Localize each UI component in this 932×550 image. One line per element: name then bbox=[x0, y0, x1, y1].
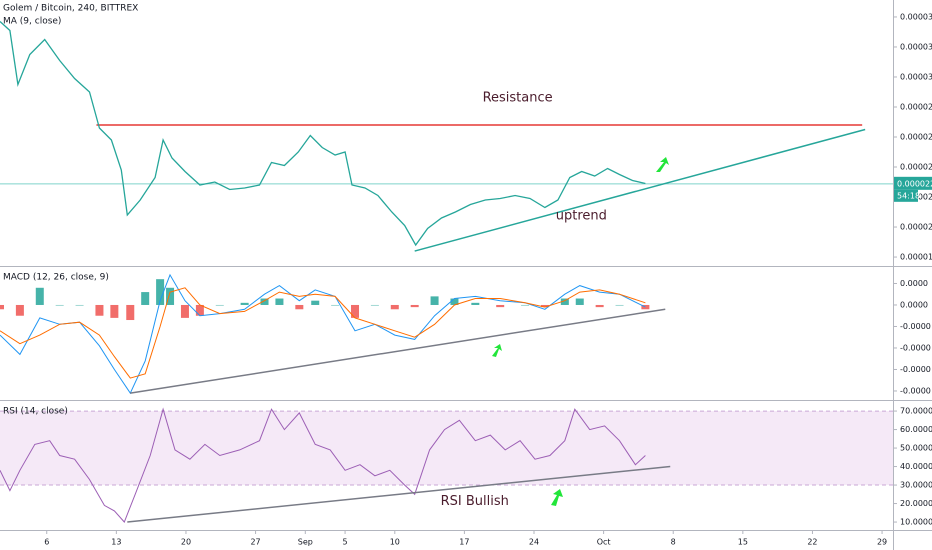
histogram-bar bbox=[331, 304, 340, 306]
y-tick-label: -0.0000 bbox=[900, 322, 931, 331]
y-tick-label: 10.0000 bbox=[900, 518, 932, 527]
x-tick-label: 29 bbox=[877, 538, 887, 547]
histogram-bar bbox=[521, 304, 530, 306]
histogram-bar bbox=[311, 300, 320, 305]
histogram-bar bbox=[180, 304, 189, 318]
histogram-bar bbox=[0, 304, 4, 310]
x-tick-label: 17 bbox=[459, 538, 469, 547]
x-tick-label: 10 bbox=[390, 538, 400, 547]
histogram-bar bbox=[295, 304, 304, 310]
macd-line bbox=[0, 273, 646, 395]
x-tick-label: 22 bbox=[807, 538, 817, 547]
histogram-bar bbox=[260, 298, 269, 305]
annotation-label: RSI Bullish bbox=[441, 494, 509, 509]
histogram-bar bbox=[471, 302, 480, 305]
histogram-bar bbox=[595, 304, 604, 308]
pane-title: MACD (12, 26, close, 9) bbox=[3, 273, 109, 283]
trend-line bbox=[414, 128, 866, 252]
y-tick-label: -0.0000 bbox=[900, 386, 931, 395]
y-tick-label: 30.0000 bbox=[900, 481, 932, 490]
histogram-bar bbox=[110, 304, 119, 318]
last-price-label: 0.00002288 bbox=[897, 179, 932, 188]
y-tick-label: 70.0000 bbox=[900, 407, 932, 416]
x-tick-label: 20 bbox=[181, 538, 191, 547]
histogram-bar bbox=[430, 296, 439, 305]
trend-line bbox=[130, 308, 666, 394]
price-line bbox=[0, 21, 646, 247]
histogram-bar bbox=[450, 298, 459, 305]
x-tick-label: 5 bbox=[343, 538, 348, 547]
histogram-bar bbox=[95, 304, 104, 316]
y-tick-label: 0.00003000 bbox=[900, 72, 932, 81]
annotation-label: uptrend bbox=[556, 209, 607, 224]
chart-title: Golem / Bitcoin, 240, BITTREX bbox=[3, 4, 138, 14]
x-tick-label: Sep bbox=[298, 538, 313, 547]
countdown-box bbox=[894, 189, 918, 202]
arrow-icon bbox=[656, 157, 669, 172]
trend-line bbox=[127, 465, 671, 523]
histogram-bar bbox=[15, 304, 24, 316]
histogram-bar bbox=[370, 304, 379, 306]
histogram-bar bbox=[575, 298, 584, 305]
y-tick-label: 0.00002000 bbox=[900, 223, 932, 232]
histogram-bar bbox=[195, 304, 204, 316]
y-tick-label: 20.0000 bbox=[900, 499, 932, 508]
x-tick-label: Oct bbox=[597, 538, 611, 547]
y-tick-label: 60.0000 bbox=[900, 425, 932, 434]
y-tick-label: 0.00002600 bbox=[900, 133, 932, 142]
histogram-bar bbox=[166, 287, 175, 305]
rsi-line bbox=[0, 407, 646, 523]
histogram-bar bbox=[540, 304, 549, 308]
y-tick-label: -0.0000 bbox=[900, 365, 931, 374]
rsi-band bbox=[0, 411, 893, 486]
y-tick-label: 0.00002800 bbox=[900, 102, 932, 111]
indicator-label: MA (9, close) bbox=[3, 17, 61, 27]
pane-title: RSI (14, close) bbox=[3, 407, 68, 417]
histogram-bar bbox=[75, 304, 84, 306]
histogram-bar bbox=[275, 298, 284, 305]
y-tick-label: 0.00003200 bbox=[900, 42, 932, 51]
countdown-label: 54:18 bbox=[897, 191, 920, 200]
y-tick-label: 0.0000 bbox=[900, 279, 928, 288]
histogram-bar bbox=[141, 292, 150, 305]
histogram-bar bbox=[240, 302, 249, 305]
histogram-bar bbox=[215, 304, 224, 306]
annotation-label: Resistance bbox=[483, 90, 553, 105]
histogram-bar bbox=[560, 298, 569, 305]
histogram-bar bbox=[126, 304, 135, 321]
y-tick-label: 0.00001800 bbox=[900, 253, 932, 262]
y-tick-label: 50.0000 bbox=[900, 444, 932, 453]
x-tick-label: 15 bbox=[738, 538, 748, 547]
histogram-bar bbox=[410, 304, 419, 308]
histogram-bar bbox=[390, 304, 399, 310]
histogram-bar bbox=[615, 304, 624, 306]
histogram-bar bbox=[156, 279, 165, 305]
x-tick-label: 8 bbox=[671, 538, 676, 547]
y-tick-label: 0.00003400 bbox=[900, 12, 932, 21]
y-tick-label: -0.0000 bbox=[900, 343, 931, 352]
x-tick-label: 24 bbox=[529, 538, 539, 547]
macd-line bbox=[0, 287, 646, 379]
last-price-box bbox=[894, 176, 932, 190]
y-tick-label: 0.0000 bbox=[900, 300, 928, 309]
arrow-icon bbox=[492, 344, 502, 357]
y-tick-label: 0.00002400 bbox=[900, 163, 932, 172]
x-tick-label: 6 bbox=[44, 538, 49, 547]
y-tick-label: 40.0000 bbox=[900, 462, 932, 471]
histogram-bar bbox=[496, 304, 505, 308]
histogram-bar bbox=[55, 304, 64, 306]
x-tick-label: 27 bbox=[250, 538, 260, 547]
histogram-bar bbox=[351, 304, 360, 318]
x-tick-label: 13 bbox=[111, 538, 121, 547]
histogram-bar bbox=[35, 287, 44, 305]
plot-layer: 6 13 20 27 Sep 5 10 17 24 Oct 8 15 22 29 0.00001800 0.0… bbox=[0, 4, 932, 547]
arrow-icon bbox=[551, 489, 563, 506]
